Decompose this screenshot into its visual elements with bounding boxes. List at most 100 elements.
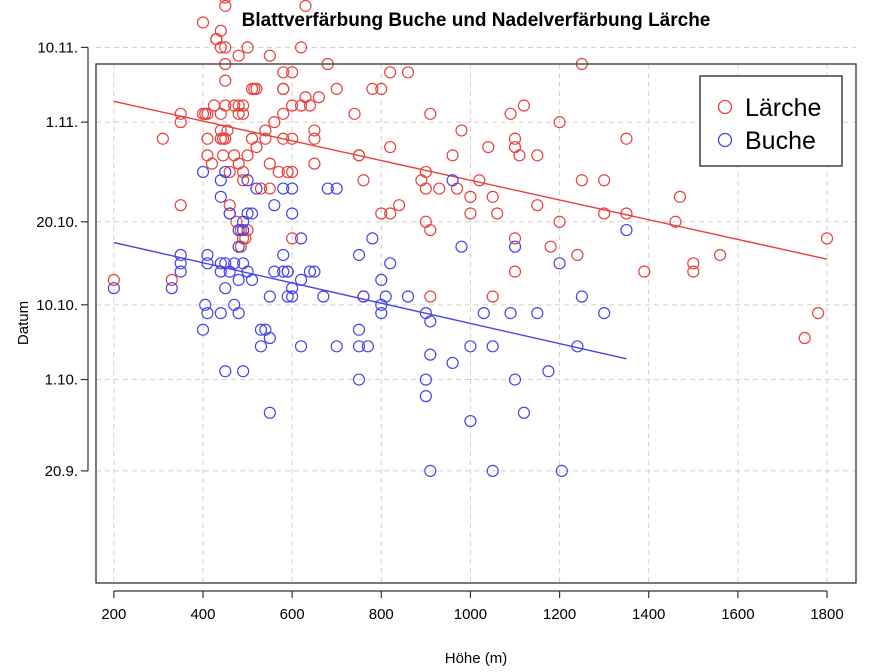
- data-point: [221, 124, 234, 137]
- data-point: [250, 140, 263, 154]
- data-point: [491, 207, 504, 220]
- data-point: [277, 82, 290, 96]
- data-point: [361, 340, 375, 353]
- data-point: [286, 99, 299, 112]
- data-point: [232, 157, 245, 170]
- data-point: [464, 190, 477, 203]
- data-point: [357, 290, 370, 303]
- data-point: [223, 165, 236, 179]
- x-axis: 200 400 600 800 1000 1200 1400 1600 1800: [101, 590, 844, 623]
- data-point: [107, 282, 120, 295]
- data-point: [486, 190, 499, 203]
- data-point: [393, 199, 406, 212]
- data-point: [312, 91, 325, 104]
- data-point: [486, 464, 499, 477]
- data-point: [241, 149, 254, 162]
- data-point: [277, 107, 290, 120]
- data-point: [210, 32, 223, 46]
- data-point: [620, 223, 633, 237]
- data-point: [174, 248, 187, 262]
- data-point: [232, 273, 245, 287]
- x-tick-label: 800: [369, 606, 394, 623]
- data-point: [286, 207, 299, 220]
- data-point: [286, 290, 299, 303]
- data-point: [201, 307, 214, 320]
- data-point: [798, 331, 811, 345]
- data-point: [508, 373, 522, 386]
- data-point: [555, 464, 568, 477]
- data-point: [219, 165, 232, 179]
- data-point: [504, 107, 517, 120]
- data-point: [294, 273, 308, 287]
- y-tick-label: 20.10.: [36, 214, 78, 231]
- data-point: [281, 265, 294, 278]
- data-point: [232, 240, 245, 253]
- data-point: [638, 265, 651, 278]
- y-axis: 20.9. 1.10. 10.10. 20.10. 1.11. 10.11.: [36, 39, 89, 480]
- data-point: [330, 340, 343, 353]
- data-point: [174, 116, 187, 129]
- data-point: [214, 307, 227, 320]
- y-tick-label: 10.10.: [36, 297, 78, 314]
- data-point: [254, 323, 268, 336]
- data-point: [348, 107, 361, 120]
- data-point: [263, 49, 276, 62]
- data-point: [687, 265, 700, 278]
- data-point: [277, 265, 290, 278]
- data-point: [241, 174, 254, 187]
- data-point: [236, 365, 250, 378]
- data-point: [375, 307, 388, 320]
- data-point: [286, 282, 299, 295]
- data-point: [317, 290, 330, 303]
- data-point: [812, 307, 825, 320]
- data-point: [205, 157, 218, 170]
- data-point: [433, 182, 446, 195]
- legend-marker-buche: [717, 132, 733, 148]
- data-point: [713, 248, 727, 262]
- data-point: [384, 257, 397, 270]
- legend-box: [699, 75, 843, 167]
- data-point: [419, 390, 432, 403]
- data-point: [531, 307, 544, 320]
- data-point: [424, 464, 437, 477]
- data-point: [250, 82, 263, 96]
- data-point: [531, 199, 544, 212]
- legend-marker-laerche: [717, 99, 733, 115]
- data-point: [575, 174, 588, 187]
- data-point: [455, 124, 468, 137]
- data-point: [201, 149, 214, 162]
- data-point: [241, 41, 254, 54]
- x-tick-label: 1200: [543, 606, 576, 623]
- data-point: [308, 157, 321, 170]
- data-point: [504, 307, 517, 320]
- data-point: [219, 282, 232, 295]
- data-point: [236, 107, 250, 120]
- data-point: [620, 132, 633, 145]
- data-point: [254, 340, 268, 353]
- data-point: [366, 82, 379, 96]
- y-tick-label: 1.11.: [46, 114, 78, 131]
- data-point: [263, 182, 276, 195]
- data-point: [277, 182, 290, 195]
- data-point: [330, 182, 343, 195]
- data-point: [366, 232, 379, 245]
- data-point: [575, 290, 588, 303]
- data-point: [384, 207, 397, 220]
- data-point: [245, 207, 259, 220]
- data-point: [424, 290, 437, 303]
- data-point: [281, 165, 294, 179]
- data-point: [477, 307, 490, 320]
- data-point: [571, 340, 584, 353]
- data-point: [669, 215, 682, 228]
- data-point: [598, 174, 611, 187]
- data-point: [352, 373, 366, 386]
- data-point: [286, 232, 299, 245]
- data-point: [219, 41, 232, 54]
- data-point: [201, 132, 214, 145]
- data-point: [201, 257, 214, 270]
- data-point: [542, 365, 555, 378]
- data-point: [424, 315, 437, 328]
- data-point: [219, 74, 232, 87]
- data-point: [196, 323, 210, 336]
- data-point: [473, 174, 486, 187]
